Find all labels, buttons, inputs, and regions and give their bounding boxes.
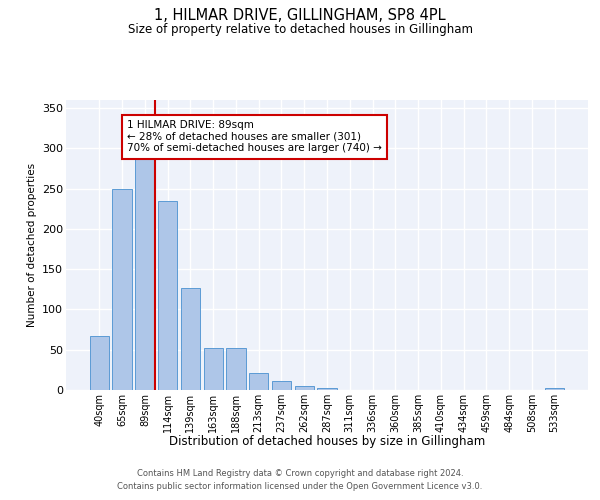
Bar	[295, 386, 314, 390]
Bar	[135, 159, 155, 390]
Bar	[226, 348, 245, 390]
Text: 1, HILMAR DRIVE, GILLINGHAM, SP8 4PL: 1, HILMAR DRIVE, GILLINGHAM, SP8 4PL	[154, 8, 446, 22]
Bar	[112, 188, 132, 390]
Bar	[181, 288, 200, 390]
Bar	[272, 381, 291, 390]
Text: Distribution of detached houses by size in Gillingham: Distribution of detached houses by size …	[169, 435, 485, 448]
Bar	[317, 388, 337, 390]
Bar	[545, 388, 564, 390]
Text: Contains HM Land Registry data © Crown copyright and database right 2024.: Contains HM Land Registry data © Crown c…	[137, 468, 463, 477]
Text: Contains public sector information licensed under the Open Government Licence v3: Contains public sector information licen…	[118, 482, 482, 491]
Text: 1 HILMAR DRIVE: 89sqm
← 28% of detached houses are smaller (301)
70% of semi-det: 1 HILMAR DRIVE: 89sqm ← 28% of detached …	[127, 120, 382, 154]
Bar	[249, 373, 268, 390]
Bar	[203, 348, 223, 390]
Y-axis label: Number of detached properties: Number of detached properties	[26, 163, 37, 327]
Bar	[90, 336, 109, 390]
Text: Size of property relative to detached houses in Gillingham: Size of property relative to detached ho…	[128, 22, 473, 36]
Bar	[158, 200, 178, 390]
